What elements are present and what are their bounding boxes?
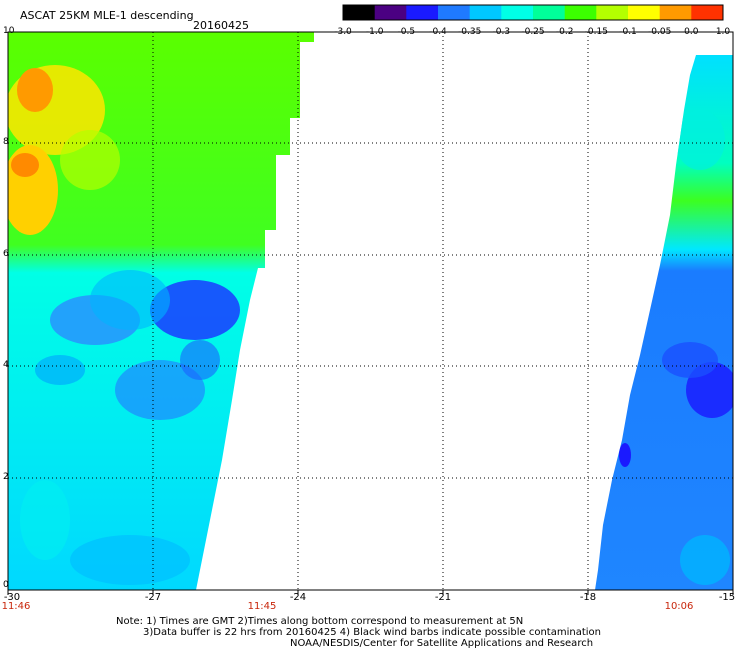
right-swath [595, 55, 733, 590]
pass-time-label: 10:06 [664, 601, 694, 612]
color-scale-label: -0.25 [521, 27, 545, 37]
color-scale-label: -0.35 [458, 27, 482, 37]
pass-time-label: 11:45 [247, 601, 277, 612]
color-scale-label: 1.0 [715, 27, 731, 37]
color-scale-label: -0.3 [492, 27, 511, 37]
color-scale-label: 0.0 [684, 27, 699, 37]
color-scale-label: -0.05 [648, 27, 672, 37]
color-scale-segment [659, 5, 692, 20]
color-scale-bar [342, 4, 724, 21]
footnote-credit: NOAA/NESDIS/Center for Satellite Applica… [290, 638, 594, 649]
y-tick-label: 2 [3, 472, 9, 482]
color-scale-segment [596, 5, 629, 20]
color-scale-segment [438, 5, 471, 20]
y-tick-label: 4 [3, 360, 9, 370]
left-swath [8, 32, 314, 590]
color-scale-segment [628, 5, 661, 20]
color-scale-label: -0.15 [584, 27, 608, 37]
x-tick-label: -27 [144, 592, 162, 603]
color-scale-label: -0.1 [619, 27, 637, 37]
footnote-line-2: 3)Data buffer is 22 hrs from 20160425 4)… [143, 627, 601, 638]
x-tick-label: -18 [579, 592, 597, 603]
color-scale-segment [406, 5, 439, 20]
color-scale-segment [564, 5, 597, 20]
x-tick-label: -30 [3, 592, 21, 603]
color-scale-segment [343, 5, 376, 20]
x-tick-label: -15 [718, 592, 736, 603]
color-scale-label: -0.5 [397, 27, 416, 37]
y-tick-label: 10 [3, 26, 15, 36]
axis-ticks [7, 590, 734, 595]
x-tick-label: -24 [289, 592, 307, 603]
color-scale-segment [533, 5, 566, 20]
color-scale-segment [691, 5, 724, 20]
y-tick-label: 0 [3, 580, 9, 590]
pass-time-label: 11:46 [1, 601, 31, 612]
color-scale-label: -0.4 [429, 27, 447, 37]
color-scale-border [342, 4, 724, 21]
color-scale-segment [501, 5, 534, 20]
map-date: 20160425 [193, 19, 249, 32]
color-scale-label: -0.2 [555, 27, 574, 37]
color-scale-label: -3.0 [334, 27, 352, 37]
x-tick-label: -21 [434, 592, 452, 603]
color-scale-segment [469, 5, 502, 20]
color-scale-label: -1.0 [365, 27, 384, 37]
y-tick-label: 6 [3, 249, 9, 259]
map-title: ASCAT 25KM MLE-1 descending [20, 9, 194, 22]
footnote-line-1: Note: 1) Times are GMT 2)Times along bot… [116, 616, 524, 627]
graticule [8, 32, 733, 590]
map-frame [7, 31, 734, 591]
y-tick-label: 8 [3, 137, 9, 147]
color-scale-segment [374, 5, 407, 20]
